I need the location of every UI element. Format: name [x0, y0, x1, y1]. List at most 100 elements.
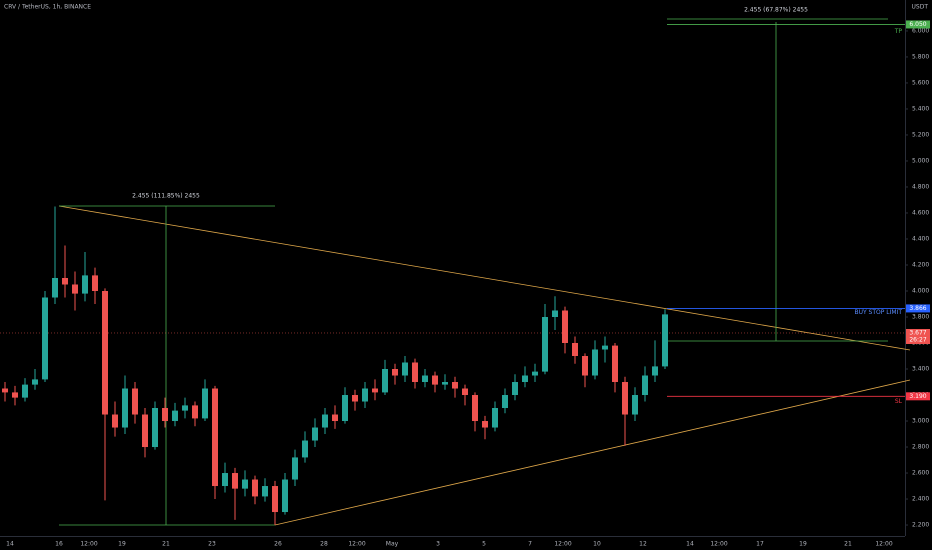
- y-tick-label: 4.800: [912, 183, 929, 190]
- candle-body: [342, 395, 348, 422]
- sl-tag: SL: [895, 398, 903, 405]
- candle-body: [42, 297, 48, 380]
- y-tick-label: 3.000: [912, 418, 929, 425]
- x-tick-label: 14: [686, 541, 694, 548]
- candle-body: [352, 395, 358, 402]
- candle-body: [272, 486, 278, 513]
- x-tick-label: 7: [528, 541, 532, 548]
- candle-body: [452, 382, 458, 389]
- candle-body: [552, 310, 558, 317]
- candle-body: [522, 375, 528, 383]
- x-tick-label: 28: [320, 541, 328, 548]
- x-tick-label: 12: [639, 541, 647, 548]
- candle-body: [602, 345, 608, 350]
- candle-body: [102, 290, 108, 415]
- measure-tool: [667, 18, 888, 342]
- candle-body: [132, 388, 138, 415]
- price-tag: [906, 392, 930, 401]
- y-tick-label: 2.200: [912, 522, 929, 529]
- candle-body: [472, 395, 478, 422]
- candle-body: [142, 414, 148, 448]
- candle-body: [502, 395, 508, 409]
- candle-body: [262, 486, 268, 497]
- price-tag-label: 6.050: [909, 21, 926, 28]
- candle-body: [362, 388, 368, 402]
- candle-body: [462, 388, 468, 396]
- candle-body: [222, 473, 228, 487]
- candle-body: [52, 277, 58, 298]
- candle-body: [202, 388, 208, 419]
- axis-unit: USDT: [912, 4, 929, 11]
- candle-body: [622, 382, 628, 415]
- x-tick-label: 12:00: [348, 541, 365, 548]
- candle-body: [422, 375, 428, 383]
- candle-body: [662, 314, 668, 367]
- candle-body: [12, 392, 18, 398]
- price-tag-label: 3.866: [909, 305, 926, 312]
- candle-body: [532, 371, 538, 376]
- x-tick-label: 10: [593, 541, 601, 548]
- chart-title: CRV / TetherUS, 1h, BINANCE: [4, 4, 91, 11]
- candle-body: [582, 356, 588, 376]
- candle-body: [372, 388, 378, 393]
- candle-body: [492, 408, 498, 428]
- candle-body: [572, 343, 578, 357]
- candle-body: [232, 473, 238, 489]
- candle-body: [282, 479, 288, 513]
- y-tick-label: 2.600: [912, 470, 929, 477]
- y-tick-label: 6.000: [912, 27, 929, 34]
- x-tick-label: 23: [208, 541, 216, 548]
- x-tick-label: 3: [436, 541, 440, 548]
- candle-body: [482, 421, 488, 428]
- y-tick-label: 4.200: [912, 261, 929, 268]
- candle-body: [382, 369, 388, 393]
- candle-body: [212, 388, 218, 487]
- x-tick-label: 12:00: [554, 541, 571, 548]
- trend-line: [274, 379, 911, 526]
- candle-body: [542, 316, 548, 372]
- candle-body: [292, 457, 298, 480]
- candle-body: [562, 310, 568, 344]
- candle-body: [442, 382, 448, 385]
- x-tick-label: 21: [844, 541, 852, 548]
- candle-body: [652, 366, 658, 376]
- x-tick-label: 19: [118, 541, 126, 548]
- x-tick-label: 19: [799, 541, 807, 548]
- x-tick-label: 26: [274, 541, 282, 548]
- price-tag-label: 3.190: [909, 393, 926, 400]
- candle-body: [122, 388, 128, 428]
- candle-body: [172, 410, 178, 422]
- price-tag-label: 3.677: [909, 329, 926, 336]
- y-tick-label: 4.000: [912, 287, 929, 294]
- candle-body: [642, 375, 648, 396]
- candle-body: [82, 275, 88, 294]
- candle-body: [312, 427, 318, 441]
- y-tick-label: 4.400: [912, 235, 929, 242]
- measure-label: 2.455 (67.87%) 2455: [744, 7, 808, 14]
- buy-stop-tag: BUY STOP LIMIT: [854, 309, 902, 316]
- x-tick-label: 14: [6, 541, 14, 548]
- candle-body: [32, 379, 38, 385]
- candle-body: [592, 349, 598, 376]
- candle-body: [152, 408, 158, 448]
- price-tag: [906, 304, 930, 313]
- x-tick-label: 21: [162, 541, 170, 548]
- candle-body: [392, 369, 398, 376]
- candle-body: [302, 440, 308, 458]
- measure-tool: [59, 205, 275, 526]
- candle-body: [632, 395, 638, 415]
- candle-body: [22, 384, 28, 398]
- x-tick-label: 5: [482, 541, 486, 548]
- candle-body: [182, 405, 188, 411]
- x-tick-label: 12:00: [875, 541, 892, 548]
- candle-body: [242, 479, 248, 489]
- candle-body: [2, 388, 8, 393]
- x-tick-label: 16: [55, 541, 63, 548]
- measure-label: 2.455 (111.85%) 2455: [132, 193, 200, 200]
- candle-body: [512, 382, 518, 396]
- y-tick-label: 2.800: [912, 444, 929, 451]
- price-tag: [906, 328, 930, 344]
- x-tick-label: May: [386, 541, 399, 548]
- price-tag: [906, 20, 930, 29]
